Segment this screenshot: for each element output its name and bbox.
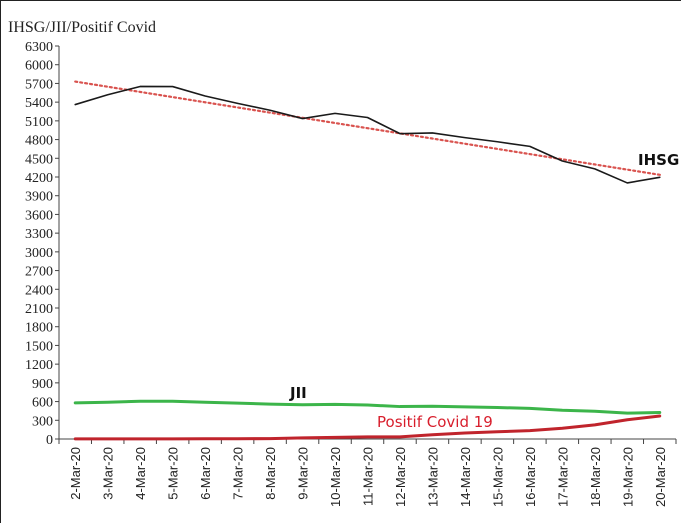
y-tick-label: 3900: [25, 190, 53, 205]
y-tick-label: 2400: [25, 283, 53, 298]
y-tick-label: 4500: [25, 152, 53, 167]
y-tick-label: 900: [32, 377, 53, 392]
ihsg-trendline: [74, 80, 663, 177]
x-tick-label: 9-Mar-20: [296, 447, 311, 500]
y-tick-label: 2100: [25, 302, 53, 317]
y-tick-label: 5100: [25, 115, 53, 130]
x-tick-label: 3-Mar-20: [101, 447, 116, 500]
x-tick-label: 18-Mar-20: [588, 447, 603, 507]
x-tick-label: 12-Mar-20: [393, 447, 408, 507]
x-tick-label: 10-Mar-20: [328, 447, 343, 507]
y-tick-label: 3600: [25, 208, 53, 223]
y-tick-label: 300: [32, 414, 53, 429]
series-line-0: [74, 85, 661, 184]
x-tick-label: 8-Mar-20: [263, 447, 278, 500]
y-tick-label: 3000: [25, 246, 53, 261]
x-tick-label: 7-Mar-20: [231, 447, 246, 500]
y-tick-label: 4800: [25, 134, 53, 149]
y-tick-label: 0: [46, 433, 53, 448]
series-line-1: [73, 399, 662, 415]
x-tick-label: 16-Mar-20: [523, 447, 538, 507]
x-tick-label: 17-Mar-20: [555, 447, 570, 507]
x-tick-label: 2-Mar-20: [68, 447, 83, 500]
y-tick-label: 2700: [25, 265, 53, 280]
chart-title: IHSG/JII/Positif Covid: [8, 19, 157, 36]
y-tick-label: 1800: [25, 321, 53, 336]
y-tick-label: 1500: [25, 339, 53, 354]
x-tick-label: 6-Mar-20: [198, 447, 213, 500]
x-tick-label: 13-Mar-20: [425, 447, 440, 507]
x-tick-label: 5-Mar-20: [166, 447, 181, 500]
covid-label: Positif Covid 19: [377, 413, 493, 431]
jii-label: JII: [289, 384, 307, 402]
y-tick-label: 600: [32, 396, 53, 411]
x-tick-label: 20-Mar-20: [653, 447, 668, 507]
y-tick-label: 4200: [25, 171, 53, 186]
y-tick-label: 5400: [25, 96, 53, 111]
y-tick-label: 1200: [25, 358, 53, 373]
ihsg-label: IHSG: [638, 151, 679, 169]
x-tick-label: 4-Mar-20: [133, 447, 148, 500]
series-line-2: [73, 414, 662, 441]
x-tick-label: 11-Mar-20: [361, 447, 376, 506]
x-tick-label: 15-Mar-20: [490, 447, 505, 507]
y-tick-label: 6300: [25, 40, 53, 55]
y-tick-label: 6000: [25, 59, 53, 74]
y-tick-label: 5700: [25, 77, 53, 92]
x-tick-label: 19-Mar-20: [620, 447, 635, 507]
x-tick-label: 14-Mar-20: [458, 447, 473, 507]
y-tick-label: 3300: [25, 227, 53, 242]
